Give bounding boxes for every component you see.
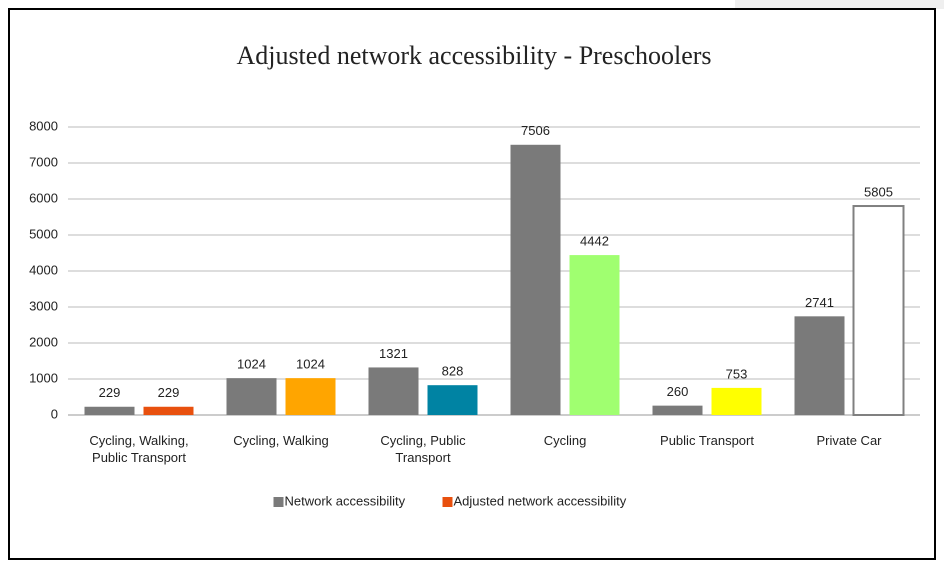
legend-label: Adjusted network accessibility [454,493,627,508]
y-tick-label: 3000 [29,298,58,313]
bar [143,406,194,415]
value-label: 1321 [379,346,408,361]
bar [84,406,135,415]
value-label: 260 [667,384,689,399]
bar [510,144,561,415]
y-tick-label: 5000 [29,226,58,241]
legend-swatch [442,497,453,507]
x-tick-label: Cycling [543,433,587,448]
value-label: 229 [99,385,121,400]
value-label: 1024 [237,357,266,372]
bar [652,405,703,415]
value-label: 753 [726,366,748,381]
chart-title: Adjusted network accessibility - Prescho… [236,41,711,70]
y-tick-label: 1000 [29,370,58,385]
chart-border [8,8,936,560]
window-strip [735,0,944,9]
bar [711,387,762,415]
value-label: 5805 [864,184,893,199]
x-tick-label: Cycling, Walking [233,433,329,448]
x-tick-label: Cycling, Public Transport [380,433,466,465]
y-tick-label: 8000 [29,118,58,133]
x-tick-label: Cycling, Walking, Public Transport [89,433,189,465]
value-label: 828 [442,364,464,379]
y-tick-label: 4000 [29,262,58,277]
bar [368,367,419,415]
y-tick-label: 2000 [29,334,58,349]
y-tick-label: 0 [51,406,58,421]
value-label: 7506 [521,123,550,138]
legend-swatch [273,497,284,507]
value-label: 2741 [805,295,834,310]
y-tick-label: 6000 [29,190,58,205]
bar [852,205,905,416]
value-label: 229 [158,385,180,400]
bar [569,255,620,415]
x-tick-label: Public Transport [660,433,754,448]
bar [794,316,845,415]
y-tick-label: 7000 [29,154,58,169]
bar [285,378,336,415]
value-label: 1024 [296,357,325,372]
bar [427,385,478,415]
bar [226,378,277,415]
value-label: 4442 [580,234,609,249]
legend-label: Network accessibility [285,493,406,508]
x-tick-label: Private Car [816,433,882,448]
